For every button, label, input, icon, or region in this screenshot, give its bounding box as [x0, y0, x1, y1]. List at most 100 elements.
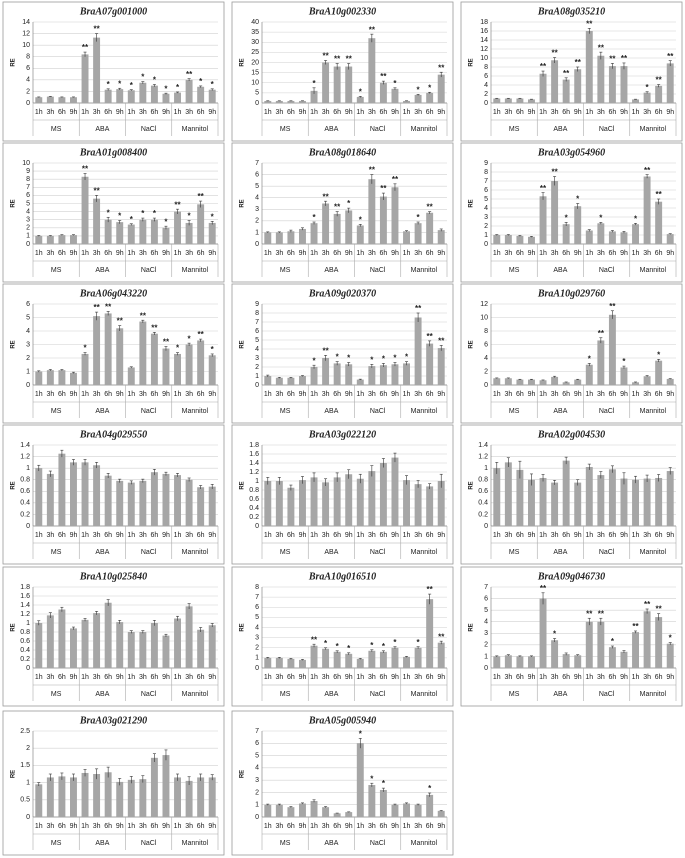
significance-label: *	[393, 638, 397, 647]
x-tick-label: 3h	[414, 532, 422, 539]
bar	[139, 632, 147, 668]
bar	[150, 219, 158, 244]
y-tick-label: 15	[251, 69, 259, 76]
y-tick-label: 30	[251, 39, 259, 46]
bar	[620, 651, 628, 668]
chart-title: BraA03g054960	[537, 147, 605, 158]
y-tick-label: 1.2	[20, 453, 30, 460]
y-tick-label: 0	[255, 382, 259, 389]
significance-label: **	[598, 43, 605, 52]
x-tick-label: 1h	[127, 250, 135, 257]
x-tick-label: 1h	[585, 109, 593, 116]
y-axis-label: RE	[240, 340, 246, 348]
y-tick-label: 1.6	[249, 451, 259, 458]
significance-label: **	[438, 63, 445, 72]
bar	[333, 213, 341, 244]
x-tick-label: 9h	[116, 823, 124, 830]
y-tick-label: 3	[255, 777, 259, 784]
y-tick-label: 9	[255, 301, 259, 308]
y-tick-label: 6	[255, 171, 259, 178]
y-tick-label: 1	[484, 653, 488, 660]
y-tick-label: 25	[251, 49, 259, 56]
significance-label: *	[669, 634, 673, 643]
x-tick-label: 3h	[275, 674, 283, 681]
x-tick-label: 6h	[58, 250, 66, 257]
x-tick-label: 9h	[116, 391, 124, 398]
bar	[310, 90, 318, 103]
y-tick-label: 10	[251, 80, 259, 87]
bar	[345, 812, 353, 817]
group-label: NaCl	[370, 126, 386, 133]
significance-label: *	[153, 76, 157, 85]
x-tick-label: 3h	[46, 109, 54, 116]
bar	[208, 89, 216, 103]
chart-title: BraA02g004530	[537, 429, 605, 440]
x-tick-label: 1h	[539, 250, 547, 257]
group-label: ABA	[95, 408, 109, 415]
significance-label: *	[211, 345, 215, 354]
bar	[264, 481, 272, 526]
y-tick-label: 6	[255, 328, 259, 335]
significance-label: *	[611, 637, 615, 646]
x-tick-label: 3h	[185, 532, 193, 539]
x-tick-label: 1h	[539, 532, 547, 539]
bar	[391, 647, 399, 668]
bar	[208, 625, 216, 668]
bar	[333, 813, 341, 817]
significance-label: **	[644, 600, 651, 609]
y-tick-label: 5	[26, 314, 30, 321]
bar	[322, 648, 330, 668]
x-tick-label: 6h	[562, 532, 570, 539]
bar	[356, 96, 364, 103]
y-tick-label: 5	[255, 90, 259, 97]
chart-title: BraA09g046730	[537, 571, 605, 582]
y-axis-label: RE	[240, 623, 246, 631]
bar	[493, 656, 501, 668]
significance-label: **	[563, 69, 570, 78]
x-tick-label: 6h	[516, 532, 524, 539]
x-tick-label: 1h	[356, 674, 364, 681]
x-tick-label: 1h	[127, 532, 135, 539]
bar	[655, 477, 663, 526]
bar	[185, 606, 193, 668]
chart-title: BraA10g016510	[308, 571, 376, 582]
chart-title: BraA08g035210	[537, 6, 605, 17]
x-tick-label: 1h	[356, 391, 364, 398]
x-tick-label: 1h	[310, 109, 318, 116]
significance-label: *	[588, 355, 592, 364]
bar	[356, 379, 364, 385]
bar	[116, 222, 124, 244]
x-tick-label: 3h	[139, 823, 147, 830]
x-tick-label: 3h	[643, 391, 651, 398]
x-tick-label: 6h	[333, 532, 341, 539]
bar	[287, 231, 295, 244]
significance-label: *	[359, 87, 363, 96]
x-tick-label: 3h	[93, 391, 101, 398]
y-tick-label: 18	[480, 19, 488, 26]
x-tick-label: 3h	[46, 532, 54, 539]
bar	[310, 645, 318, 668]
bar	[333, 651, 341, 668]
bar	[608, 647, 616, 668]
bar	[666, 471, 674, 526]
bar	[528, 379, 535, 385]
group-label: Mannitol	[182, 691, 209, 698]
y-tick-label: 14	[22, 19, 30, 26]
bar	[437, 810, 445, 817]
x-tick-label: 3h	[368, 109, 376, 116]
y-tick-label: 0.2	[478, 511, 488, 518]
x-tick-label: 9h	[437, 109, 445, 116]
bar	[197, 204, 205, 244]
y-tick-label: 0	[26, 523, 30, 530]
significance-label: **	[540, 184, 547, 193]
group-label: Mannitol	[182, 549, 209, 556]
x-tick-label: 1h	[310, 250, 318, 257]
bar	[368, 366, 376, 385]
x-tick-label: 9h	[620, 391, 628, 398]
bar	[608, 231, 616, 244]
bar	[162, 635, 170, 668]
significance-label: **	[369, 25, 376, 34]
group-label: ABA	[324, 691, 338, 698]
bar	[574, 206, 582, 244]
bar	[403, 100, 410, 103]
